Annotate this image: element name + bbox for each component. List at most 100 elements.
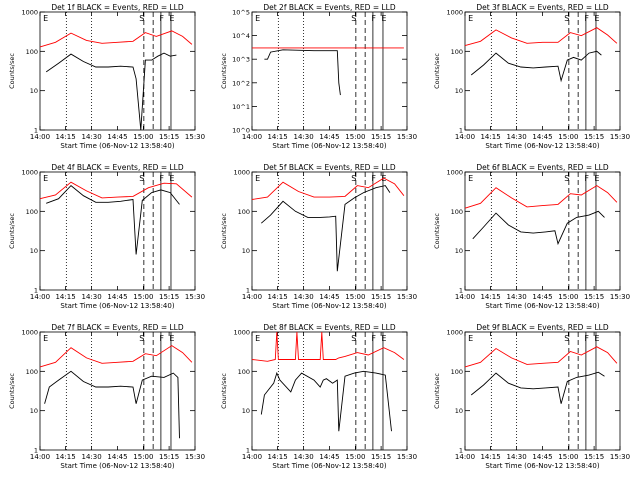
x-tick-label: 14:30 bbox=[294, 133, 314, 141]
x-tick-label: 15:15 bbox=[371, 293, 391, 301]
y-tick-label: 1000 bbox=[233, 169, 250, 177]
marker-label: F bbox=[159, 334, 164, 343]
plot-frame bbox=[39, 331, 196, 451]
y-tick-label: 10 bbox=[242, 247, 250, 255]
x-tick-label: 14:15 bbox=[55, 293, 75, 301]
y-tick-label: 10^5 bbox=[232, 9, 250, 17]
x-tick-label: 15:30 bbox=[610, 293, 630, 301]
y-tick-label: 100 bbox=[26, 368, 38, 376]
marker-label: E bbox=[255, 334, 260, 343]
y-axis-label: Counts/sec bbox=[220, 373, 228, 409]
x-tick-label: 15:15 bbox=[584, 293, 604, 301]
marker-label: E bbox=[169, 14, 174, 23]
x-tick-label: 15:15 bbox=[371, 133, 391, 141]
x-tick-label: 15:15 bbox=[159, 133, 179, 141]
x-axis-label: Start Time (06-Nov-12 13:58:40) bbox=[272, 462, 386, 470]
x-tick-label: 15:00 bbox=[133, 293, 153, 301]
x-tick-label: 15:00 bbox=[133, 453, 153, 461]
marker-label: S bbox=[351, 334, 356, 343]
y-tick-label: 100 bbox=[451, 208, 463, 216]
y-axis-label: Counts/sec bbox=[433, 213, 441, 249]
x-tick-label: 15:30 bbox=[610, 453, 630, 461]
y-tick-label: 1000 bbox=[21, 9, 38, 17]
x-tick-label: 14:30 bbox=[82, 293, 102, 301]
x-axis-label: Start Time (06-Nov-12 13:58:40) bbox=[272, 142, 386, 150]
x-tick-label: 14:45 bbox=[532, 133, 552, 141]
x-tick-label: 15:30 bbox=[185, 453, 205, 461]
x-tick-label: 15:30 bbox=[397, 133, 417, 141]
series-line-events bbox=[264, 49, 341, 96]
marker-label: S bbox=[139, 334, 144, 343]
y-tick-label: 100 bbox=[26, 48, 38, 56]
marker-label: S bbox=[564, 174, 569, 183]
marker-label: S bbox=[351, 14, 356, 23]
x-tick-label: 15:30 bbox=[185, 133, 205, 141]
marker-label: F bbox=[371, 174, 376, 183]
series-line-lld bbox=[464, 27, 618, 47]
x-tick-label: 14:30 bbox=[507, 133, 527, 141]
series-line-lld bbox=[39, 30, 193, 48]
marker-label: E bbox=[594, 14, 599, 23]
series-line-events bbox=[44, 370, 180, 439]
series-line-events bbox=[472, 210, 605, 246]
marker-label: E bbox=[468, 334, 473, 343]
y-tick-label: 10^0 bbox=[232, 127, 250, 135]
x-tick-label: 14:30 bbox=[294, 453, 314, 461]
plot-frame bbox=[464, 331, 621, 451]
x-tick-label: 14:45 bbox=[319, 293, 339, 301]
x-tick-label: 14:30 bbox=[294, 293, 314, 301]
series-line-events bbox=[470, 50, 602, 83]
y-tick-label: 100 bbox=[238, 208, 250, 216]
x-tick-label: 14:15 bbox=[267, 133, 287, 141]
x-tick-label: 14:30 bbox=[507, 293, 527, 301]
y-axis-label: Counts/sec bbox=[8, 213, 16, 249]
series-line-events bbox=[46, 184, 180, 255]
y-axis-label: Counts/sec bbox=[8, 53, 16, 89]
marker-label: E bbox=[381, 14, 386, 23]
y-tick-label: 1 bbox=[34, 287, 38, 295]
chart-title: Det 9f BLACK = Events, RED = LLD bbox=[476, 323, 609, 332]
x-tick-label: 14:45 bbox=[532, 453, 552, 461]
marker-label: E bbox=[594, 174, 599, 183]
x-tick-label: 14:00 bbox=[30, 453, 50, 461]
y-tick-label: 10 bbox=[455, 407, 463, 415]
x-tick-label: 14:45 bbox=[532, 293, 552, 301]
x-tick-label: 15:00 bbox=[345, 453, 365, 461]
x-tick-label: 14:15 bbox=[267, 293, 287, 301]
x-tick-label: 15:15 bbox=[371, 453, 391, 461]
y-tick-label: 10 bbox=[455, 87, 463, 95]
plot-frame bbox=[39, 11, 196, 131]
y-tick-label: 10^1 bbox=[232, 103, 250, 111]
chart-title: Det 1f BLACK = Events, RED = LLD bbox=[51, 3, 184, 12]
chart-title: Det 6f BLACK = Events, RED = LLD bbox=[476, 163, 609, 172]
y-tick-label: 10^2 bbox=[232, 79, 250, 87]
y-tick-label: 1 bbox=[34, 447, 38, 455]
y-tick-label: 10 bbox=[30, 87, 38, 95]
marker-label: E bbox=[169, 334, 174, 343]
marker-label: E bbox=[169, 174, 174, 183]
plot-frame bbox=[464, 11, 621, 131]
plot-frame bbox=[464, 171, 621, 291]
x-tick-label: 15:00 bbox=[345, 133, 365, 141]
series-line-lld bbox=[464, 346, 618, 368]
marker-label: E bbox=[381, 334, 386, 343]
y-tick-label: 10 bbox=[30, 407, 38, 415]
y-tick-label: 1 bbox=[34, 127, 38, 135]
y-axis-label: Counts/sec bbox=[8, 373, 16, 409]
series-line-lld bbox=[464, 185, 618, 209]
x-tick-label: 14:00 bbox=[30, 293, 50, 301]
plot-frame bbox=[251, 11, 408, 131]
marker-label: E bbox=[468, 14, 473, 23]
x-tick-label: 14:15 bbox=[267, 453, 287, 461]
x-tick-label: 15:30 bbox=[397, 293, 417, 301]
y-tick-label: 1000 bbox=[233, 329, 250, 337]
series-line-lld bbox=[39, 345, 193, 368]
x-tick-label: 15:30 bbox=[397, 453, 417, 461]
